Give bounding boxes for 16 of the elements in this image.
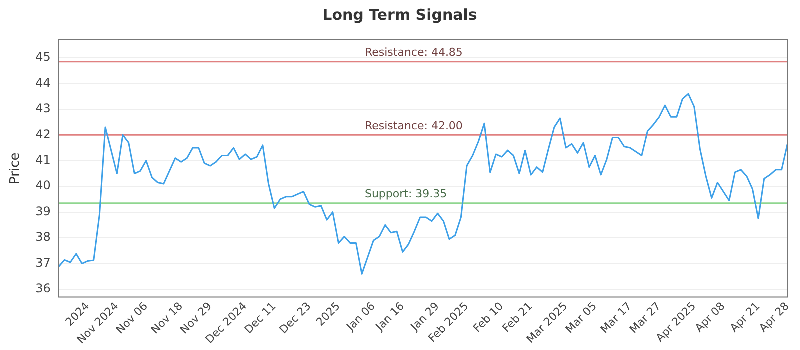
- y-axis-title: Price: [8, 152, 24, 184]
- ref-line-label: Resistance: 42.00: [364, 120, 463, 133]
- x-tick-label: Dec 23: [277, 300, 314, 336]
- y-tick-label: 36: [36, 282, 51, 296]
- y-tick-label: 39: [36, 204, 51, 218]
- y-tick-label: 38: [36, 230, 51, 244]
- ref-line-label: Support: 39.35: [364, 188, 448, 201]
- ref-line-label: Resistance: 44.85: [364, 46, 463, 60]
- y-tick-label: 45: [36, 50, 51, 64]
- y-tick-label: 42: [36, 127, 51, 142]
- y-tick-label: 43: [36, 102, 51, 116]
- y-tick-label: 44: [36, 76, 51, 90]
- y-tick-label: 40: [36, 178, 51, 193]
- chart-title: Long Term Signals: [322, 6, 478, 24]
- y-tick-label: 37: [36, 256, 51, 270]
- y-tick-label: 41: [36, 153, 51, 168]
